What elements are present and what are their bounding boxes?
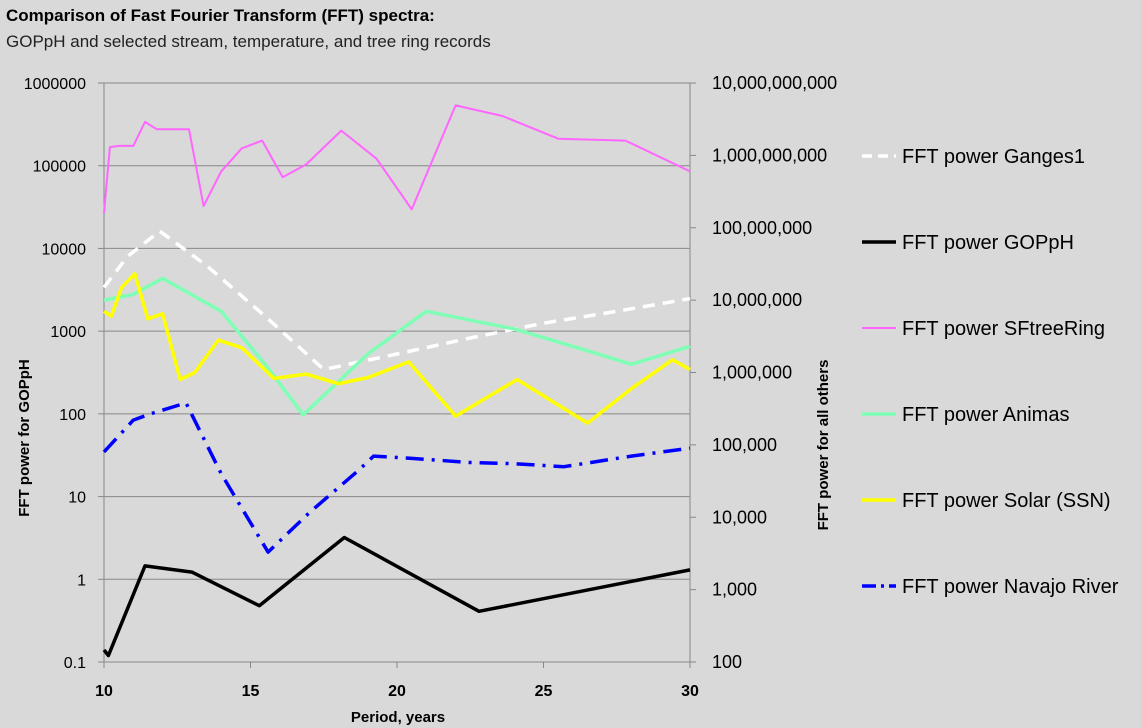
axes: [98, 82, 696, 668]
y-right-tick-label: 10,000,000,000: [712, 73, 837, 93]
y-axis-right-label: FFT power for all others: [815, 360, 832, 531]
y-axis-left-label: FFT power for GOPpH: [16, 359, 33, 517]
x-axis-label: Period, years: [351, 709, 445, 726]
legend-label: FFT power GOPpH: [902, 232, 1074, 254]
series-layer: [102, 104, 691, 658]
series-line-fft-power-solar-ssn-: [103, 272, 691, 425]
chart-subtitle: GOPpH and selected stream, temperature, …: [6, 32, 491, 51]
y-left-tick-label: 100000: [33, 159, 86, 176]
y-left-tick-label: 0.1: [64, 655, 86, 672]
title-block: Comparison of Fast Fourier Transform (FF…: [6, 6, 491, 52]
series-line-fft-power-ganges1: [102, 229, 691, 372]
x-tick-label: 30: [681, 683, 699, 700]
x-tick-label: 10: [95, 683, 113, 700]
y-left-tick-label: 1000: [50, 324, 86, 341]
series-line-fft-power-sftreering: [103, 104, 691, 214]
series-line-fft-power-navajo-river: [102, 401, 691, 554]
legend: FFT power Ganges1 FFT power GOPpH FFT powe…: [862, 146, 1119, 598]
y-right-tick-label: 100,000,000: [712, 218, 812, 238]
y-left-tick-label: 1: [77, 572, 86, 589]
y-right-tick-label: 1,000,000: [712, 363, 792, 383]
y-left-tick-label: 100: [59, 407, 86, 424]
y-right-tick-label: 1,000: [712, 580, 757, 600]
y-right-tick-label: 100,000: [712, 435, 777, 455]
legend-label: FFT power Solar (SSN): [902, 490, 1111, 512]
legend-label: FFT power Animas: [902, 404, 1069, 426]
y-right-tick-label: 100: [712, 652, 742, 672]
x-tick-label: 15: [242, 683, 260, 700]
legend-label: FFT power SFtreeRing: [902, 318, 1105, 340]
y-right-tick-label: 10,000: [712, 507, 767, 527]
legend-label: FFT power Ganges1: [902, 146, 1085, 168]
x-tick-label: 20: [388, 683, 406, 700]
y-right-tick-label: 1,000,000,000: [712, 145, 827, 165]
y-left-tick-label: 10: [68, 490, 86, 507]
y-left-tick-label: 10000: [42, 241, 87, 258]
tick-labels: 10 15 20 25 30 0.1 1 10 100 1000 10000 100000 100000…: [24, 73, 837, 700]
series-line-fft-power-animas: [103, 276, 691, 417]
legend-label: FFT power Navajo River: [902, 576, 1119, 598]
y-left-tick-label: 1000000: [24, 76, 86, 93]
x-tick-label: 25: [535, 683, 553, 700]
chart-title: Comparison of Fast Fourier Transform (FF…: [6, 6, 435, 25]
y-right-tick-label: 10,000,000: [712, 290, 802, 310]
series-line-fft-power-gopph: [102, 535, 691, 658]
